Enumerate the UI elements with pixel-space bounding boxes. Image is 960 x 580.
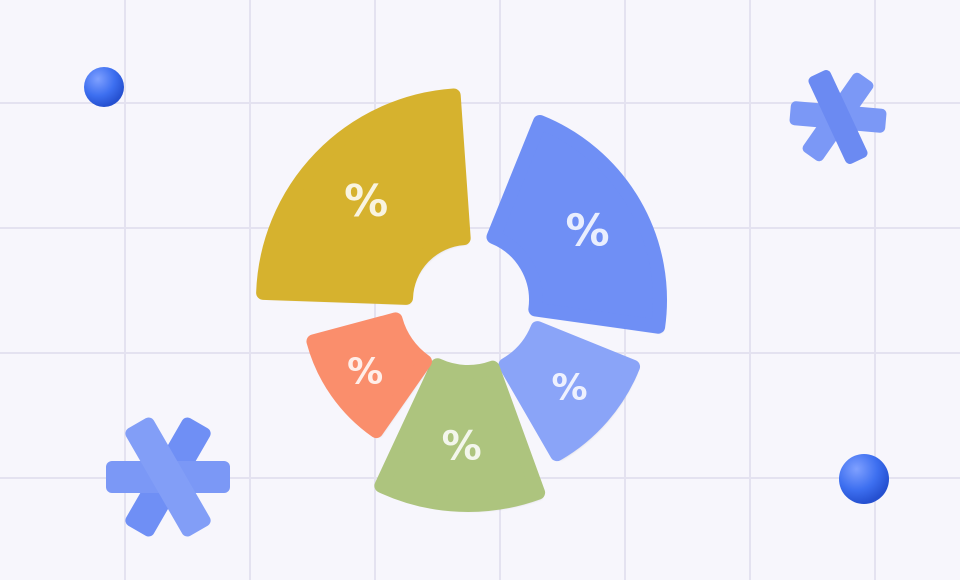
segment-shape [498, 321, 641, 462]
percent-label: % [551, 368, 587, 409]
segment-shape [374, 358, 546, 512]
donut-segment: % [306, 312, 432, 439]
donut-chart-illustration: %%%%% [256, 88, 667, 512]
segment-shape [486, 114, 667, 334]
donut-segment: % [498, 321, 641, 462]
segment-shape [306, 312, 432, 439]
donut-segment: % [486, 114, 667, 334]
asterisk-icon [789, 70, 887, 164]
percent-label: % [347, 351, 383, 392]
percent-label: % [565, 206, 609, 257]
segment-shape [256, 88, 471, 305]
percent-label: % [344, 176, 388, 227]
sphere-icon [84, 67, 124, 107]
sphere-icon [839, 454, 889, 504]
asterisk-icon [106, 417, 230, 537]
percent-label: % [442, 423, 482, 469]
donut-segment: % [256, 88, 471, 305]
donut-segment: % [374, 358, 546, 512]
